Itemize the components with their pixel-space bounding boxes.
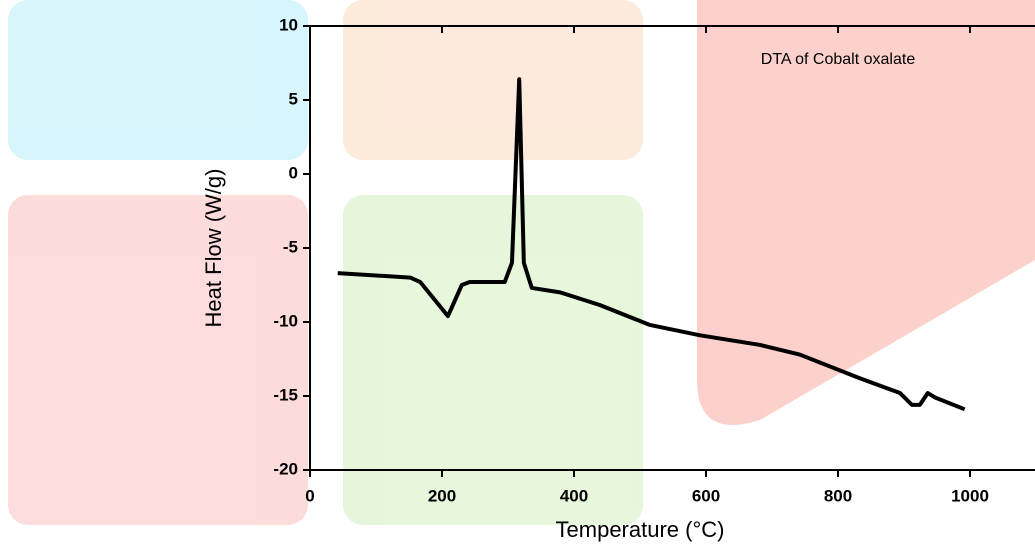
y-tick-label: 5	[289, 89, 298, 108]
x-tick-label: 800	[824, 486, 852, 505]
chart-title: DTA of Cobalt oxalate	[761, 51, 916, 68]
y-tick-label: 0	[289, 163, 298, 182]
data-line	[337, 77, 966, 412]
y-tick-label: -15	[273, 385, 298, 404]
x-axis-label: Temperature (°C)	[556, 517, 725, 542]
x-tick-label: 1000	[951, 486, 989, 505]
y-tick-label: -5	[283, 237, 298, 256]
watermark	[8, 0, 1035, 525]
y-tick-label: -10	[273, 311, 298, 330]
x-tick-label: 0	[305, 486, 314, 505]
x-tick-label: 200	[428, 486, 456, 505]
y-tick-label: 10	[279, 15, 298, 34]
x-tick-label: 400	[560, 486, 588, 505]
y-axis-label: Heat Flow (W/g)	[201, 169, 226, 328]
x-tick-label: 600	[692, 486, 720, 505]
y-tick-label: -20	[273, 459, 298, 478]
